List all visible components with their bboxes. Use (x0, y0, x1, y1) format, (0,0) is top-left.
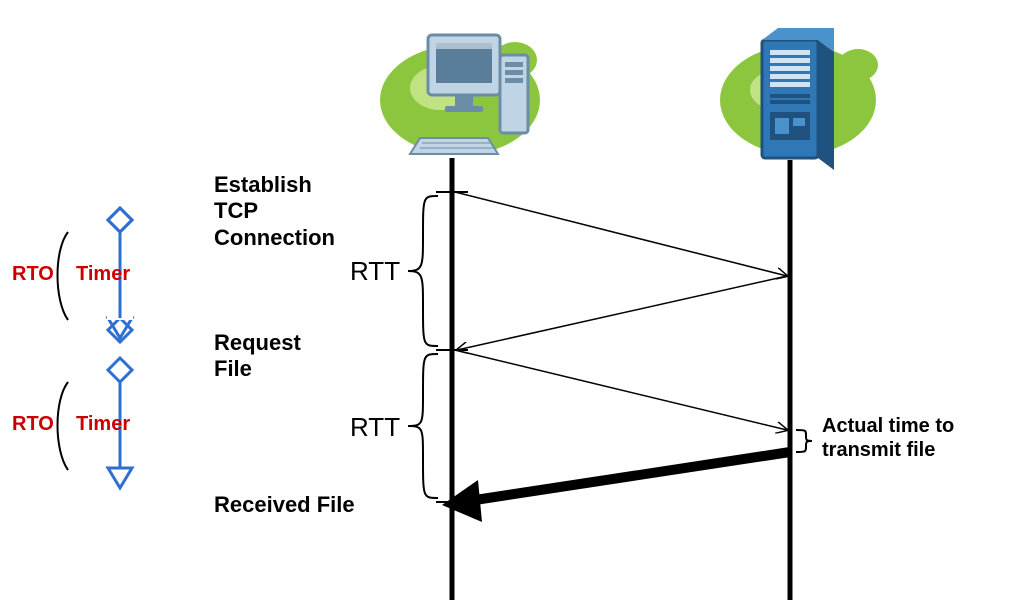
request-label: RequestFile (214, 330, 301, 383)
tcp-rtt-diagram (0, 0, 1010, 616)
file-arrow-head (442, 480, 482, 522)
request-arrow (455, 350, 787, 430)
rto-brace-1 (58, 232, 69, 320)
transmit-brace (796, 430, 812, 452)
rto-brace-2 (58, 382, 69, 470)
timer-label-1: Timer (76, 262, 130, 286)
actual-time-label: Actual time totransmit file (822, 414, 954, 462)
syn-arrow (455, 192, 787, 276)
rto-label-2: RTO (12, 412, 54, 436)
synack-arrow (457, 276, 787, 350)
establish-label: EstablishTCPConnection (214, 172, 335, 251)
rtt-label-1: RTT (350, 256, 400, 287)
server-icon (762, 28, 834, 170)
rto-label-1: RTO (12, 262, 54, 286)
received-label: Received File (214, 492, 355, 518)
timer-label-2: Timer (76, 412, 130, 436)
rtt-brace-2 (408, 354, 438, 498)
rtt-label-2: RTT (350, 412, 400, 443)
rtt-brace-1 (408, 196, 438, 346)
file-arrow (462, 452, 790, 502)
